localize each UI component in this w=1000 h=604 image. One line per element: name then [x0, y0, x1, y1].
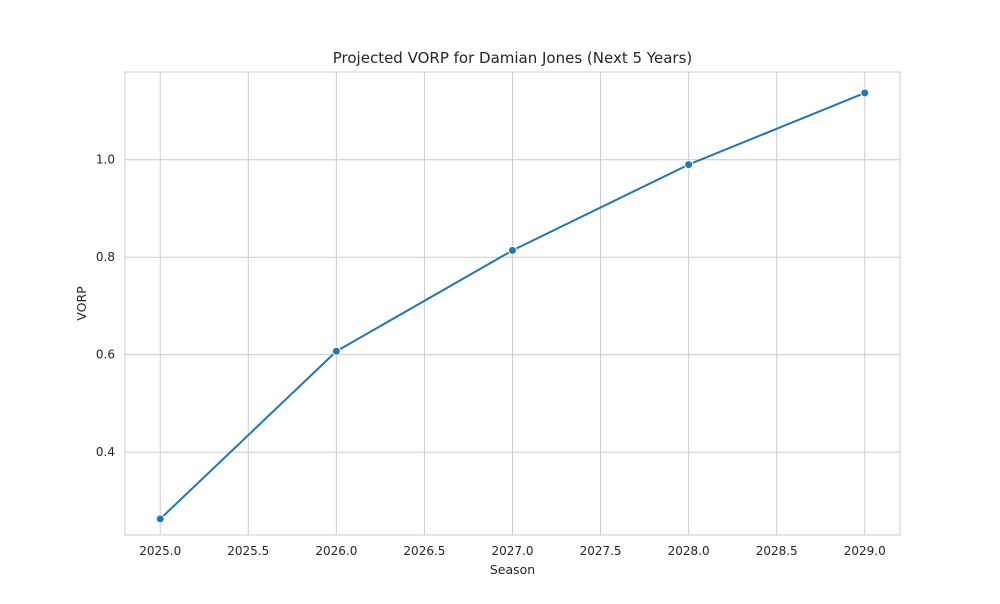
x-tick-label: 2027.0 [492, 544, 534, 558]
x-tick-label: 2028.0 [668, 544, 710, 558]
x-tick-label: 2026.5 [403, 544, 445, 558]
y-tick-label: 0.8 [96, 250, 115, 264]
y-tick-label: 0.6 [96, 348, 115, 362]
x-tick-label: 2029.0 [844, 544, 886, 558]
x-axis-ticks: 2025.0 2025.5 2026.0 2026.5 2027.0 2027.5 2028… [139, 544, 886, 558]
plot-area-frame [124, 71, 901, 536]
data-point [684, 160, 694, 170]
y-tick-label: 0.4 [96, 445, 115, 459]
data-point [508, 245, 517, 255]
x-tick-label: 2026.0 [315, 544, 357, 558]
data-point [331, 346, 341, 356]
x-axis-label: Season [490, 562, 535, 577]
y-tick-label: 1.0 [96, 153, 115, 167]
grid [125, 72, 900, 535]
data-point [860, 88, 870, 98]
data-point [155, 514, 165, 524]
y-axis-ticks: 0.4 0.6 0.8 1.0 [96, 153, 115, 459]
x-tick-label: 2027.5 [580, 544, 622, 558]
x-tick-label: 2025.5 [227, 544, 269, 558]
x-tick-label: 2025.0 [139, 544, 181, 558]
x-tick-label: 2028.5 [756, 544, 798, 558]
chart-title: Projected VORP for Damian Jones (Next 5 … [333, 49, 692, 67]
y-axis-label: VORP [74, 286, 89, 321]
series-group [155, 88, 870, 524]
